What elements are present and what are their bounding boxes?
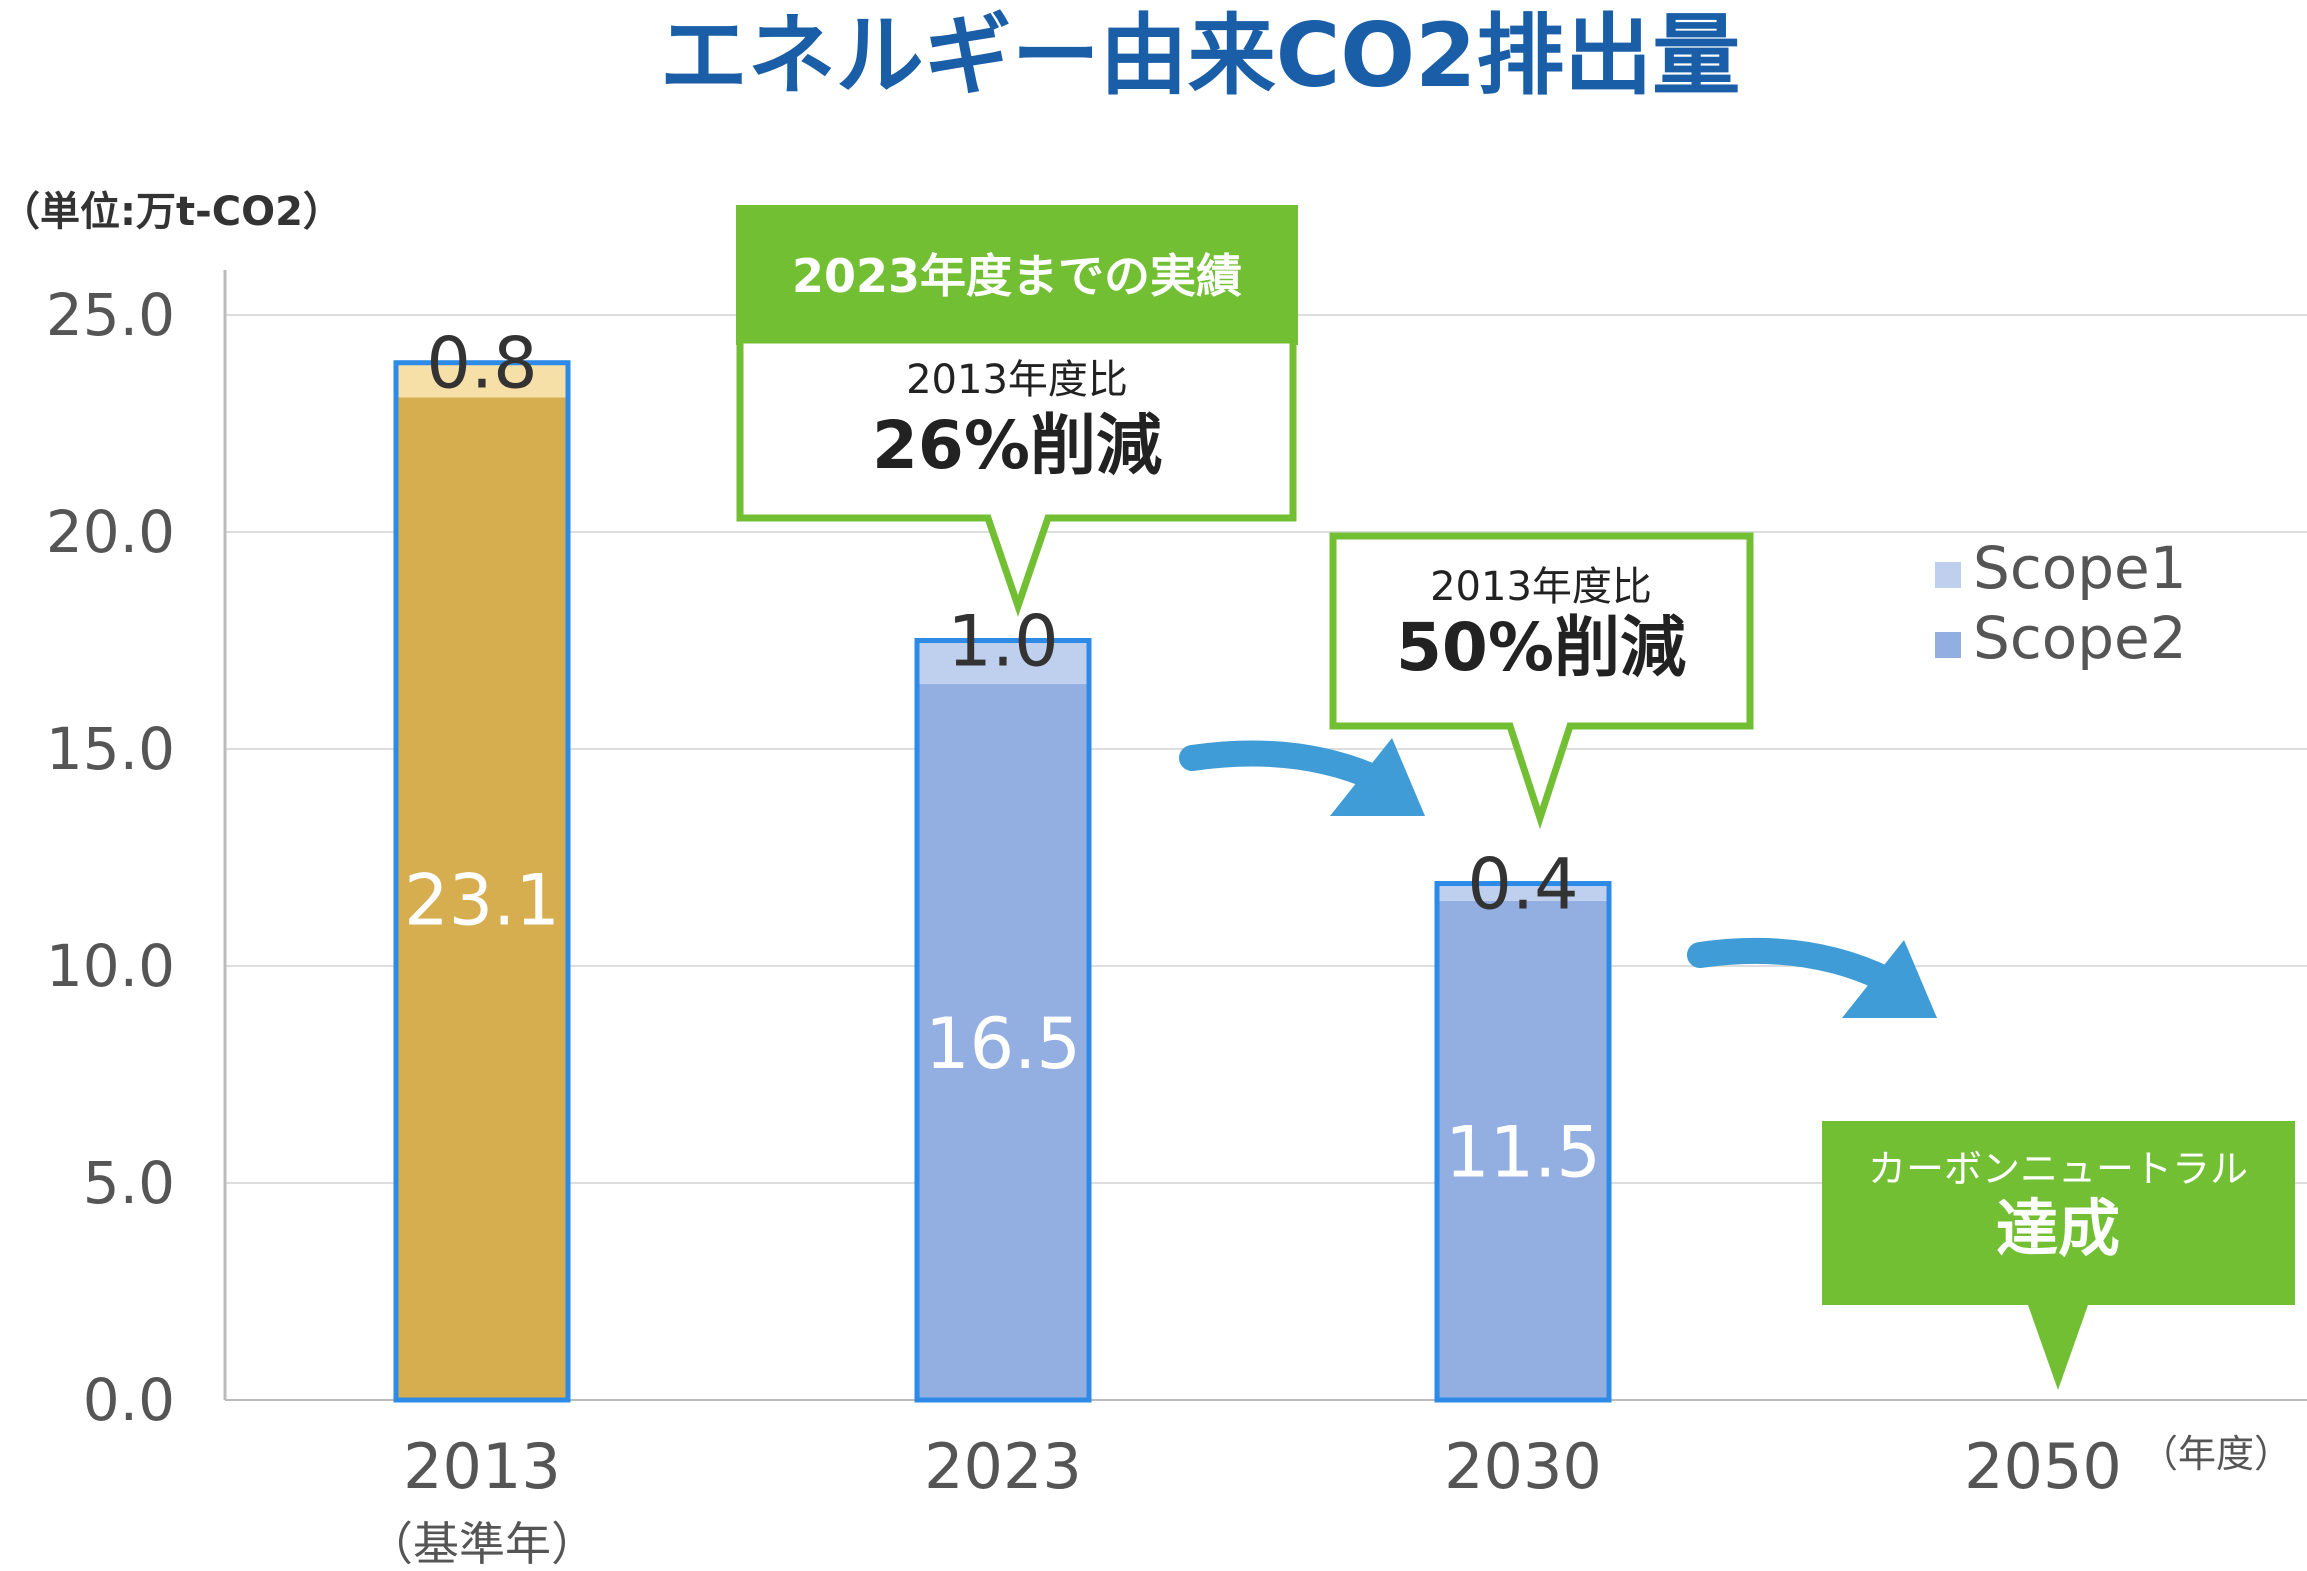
legend-swatch (1935, 632, 1961, 658)
x-tick-label: 2023 (924, 1430, 1082, 1503)
bar-outline (1434, 881, 1612, 1403)
trend-arrow (1179, 738, 1425, 816)
data-label-scope1: 0.8 (426, 323, 537, 405)
trend-arrow (1687, 937, 1937, 1018)
data-label-scope1: 1.0 (947, 601, 1058, 683)
y-tick-label: 15.0 (46, 715, 175, 783)
bar-scope2 (1437, 900, 1609, 1400)
x-tick-label: 2030 (1444, 1430, 1602, 1503)
y-tick-label: 20.0 (46, 498, 175, 566)
callout-2050-line1: カーボンニュートラル (1868, 1147, 2248, 1191)
callout-2023-line2: 26%削減 (872, 407, 1162, 484)
trend-arrows (1179, 738, 1937, 1018)
axes: 0.0 5.0 10.0 15.0 20.0 25.0 2013 2023 2030 2050 (46, 270, 2122, 1503)
callout-2023-line1: 2013年度比 (906, 357, 1128, 403)
legend-label: Scope2 (1973, 604, 2187, 672)
bar-scope1 (917, 640, 1089, 684)
callout-2023-header-text: 2023年度までの実績 (792, 249, 1242, 303)
callout-2023-header (736, 205, 1298, 345)
bar-outline (393, 360, 571, 1403)
bar-scope1 (1437, 883, 1609, 901)
unit-label: （単位:万t-CO2） (0, 189, 343, 235)
callout-2050 (1822, 1121, 2295, 1390)
arrow-head (1842, 940, 1937, 1018)
bars: 23.1 0.8 16.5 1.0 11.5 0.4 (393, 323, 1612, 1403)
callouts: 2023年度までの実績2013年度比26%削減2013年度比50%削減カーボンニ… (736, 205, 2295, 1390)
category-sublabel-2013: （基準年） (367, 1517, 597, 1571)
chart-title: エネルギー由来CO2排出量 (660, 4, 1741, 107)
bar-outline (914, 638, 1092, 1403)
y-tick-label: 5.0 (83, 1149, 175, 1217)
callout-2030-line1: 2013年度比 (1430, 564, 1652, 610)
arrow-shaft (1179, 740, 1388, 791)
callout-2030-line2: 50%削減 (1396, 609, 1686, 686)
data-label-scope2: 23.1 (404, 860, 560, 942)
arrow-shaft (1687, 937, 1900, 993)
data-label-scope2: 16.5 (925, 1003, 1081, 1085)
y-tick-label: 10.0 (46, 932, 175, 1000)
data-label-scope2: 11.5 (1445, 1111, 1601, 1193)
legend-swatch (1935, 562, 1961, 588)
x-tick-label: 2013 (403, 1430, 561, 1503)
callout-2030 (1329, 532, 1754, 830)
bar-scope2 (396, 397, 568, 1401)
x-tick-label: 2050 (1964, 1430, 2122, 1503)
y-tick-label: 25.0 (46, 281, 175, 349)
arrow-head (1330, 738, 1425, 816)
x-unit-label: （年度） (2140, 1432, 2292, 1476)
bar-scope1 (396, 362, 568, 398)
callout-2050-line2: 達成 (1996, 1192, 2120, 1265)
callout-2023 (736, 336, 1297, 617)
data-label-scope1: 0.4 (1467, 844, 1578, 926)
y-tick-label: 0.0 (83, 1366, 175, 1434)
legend-label: Scope1 (1973, 534, 2187, 602)
bar-scope2 (917, 683, 1089, 1400)
